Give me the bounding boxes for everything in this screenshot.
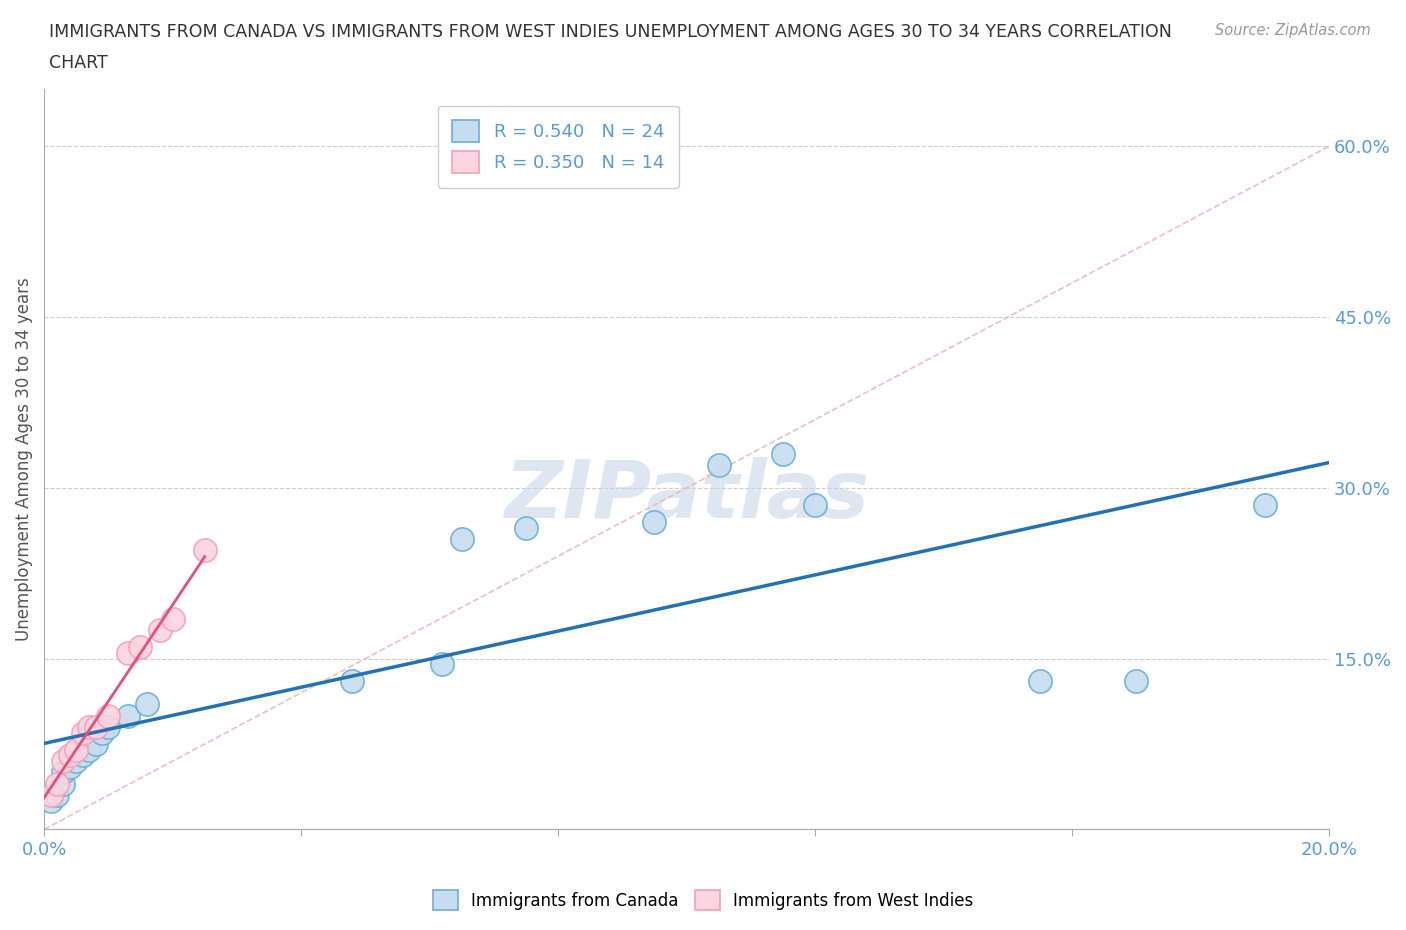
Point [72,725,94,740]
Point [432,657,454,671]
Text: ZIPatlas: ZIPatlas [505,458,869,536]
Point [65,742,87,757]
Point [97,720,120,735]
Point [129,640,152,655]
Point [135,697,157,711]
Point [52,753,75,768]
Point [772,446,794,461]
Point [77,742,100,757]
Point [72,748,94,763]
Point [46,777,69,791]
Point [1254,498,1277,512]
Point [515,520,537,535]
Point [117,708,139,723]
Point [643,514,665,529]
Point [84,720,107,735]
Point [450,532,472,547]
Point [52,777,75,791]
Point [90,725,112,740]
Point [194,543,217,558]
Point [97,708,120,723]
Point [59,759,82,774]
Point [65,753,87,768]
Text: CHART: CHART [49,54,108,72]
Point [804,498,827,512]
Point [39,788,62,803]
Text: Source: ZipAtlas.com: Source: ZipAtlas.com [1215,23,1371,38]
Point [59,748,82,763]
Point [162,611,184,626]
Point [46,788,69,803]
Point [39,793,62,808]
Point [52,765,75,780]
Legend: R = 0.540   N = 24, R = 0.350   N = 14: R = 0.540 N = 24, R = 0.350 N = 14 [437,106,679,188]
Point [1029,674,1052,689]
Point [149,623,172,638]
Text: IMMIGRANTS FROM CANADA VS IMMIGRANTS FROM WEST INDIES UNEMPLOYMENT AMONG AGES 30: IMMIGRANTS FROM CANADA VS IMMIGRANTS FRO… [49,23,1173,41]
Point [77,720,100,735]
Point [117,645,139,660]
Point [342,674,364,689]
Y-axis label: Unemployment Among Ages 30 to 34 years: Unemployment Among Ages 30 to 34 years [15,277,32,642]
Legend: Immigrants from Canada, Immigrants from West Indies: Immigrants from Canada, Immigrants from … [426,884,980,917]
Point [707,458,730,472]
Point [84,737,107,751]
Point [1125,674,1147,689]
